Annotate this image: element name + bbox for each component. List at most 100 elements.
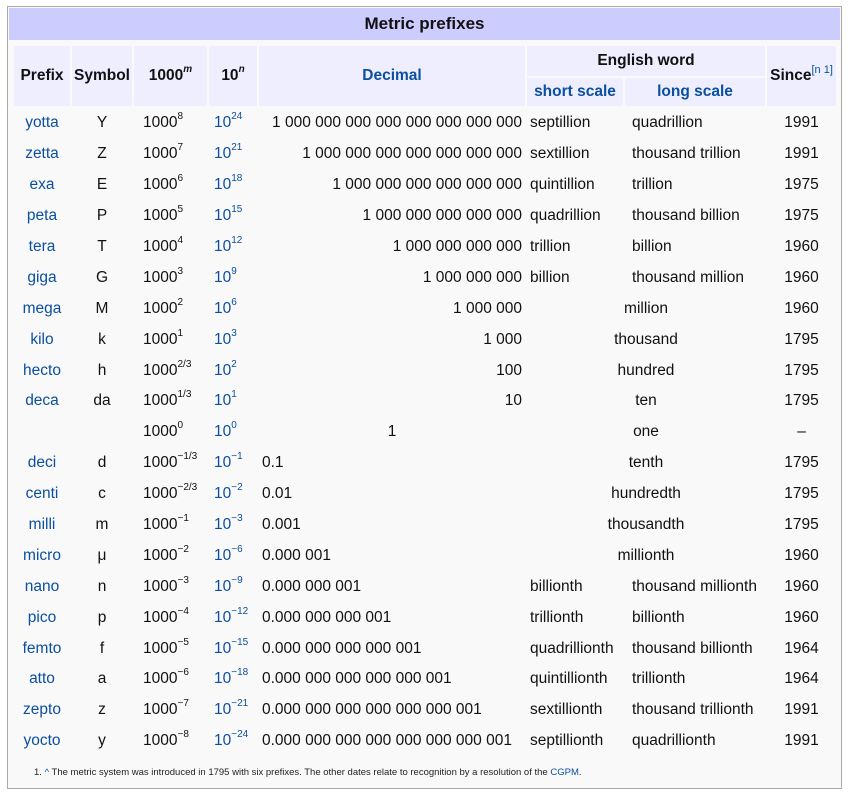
header-1000m: 1000m bbox=[132, 44, 209, 108]
cgpm-link[interactable]: CGPM bbox=[550, 767, 579, 778]
since-cell: 1991 bbox=[784, 114, 819, 132]
prefix-cell[interactable]: peta bbox=[26, 207, 58, 225]
prefix-cell[interactable]: yocto bbox=[23, 732, 61, 750]
english-word-cell: thousand bbox=[614, 330, 678, 348]
power-10-cell[interactable]: 1018 bbox=[214, 173, 243, 194]
table-row: kilo k 10001 103 1 000 thousand 1795 bbox=[13, 324, 837, 355]
since-cell: 1991 bbox=[784, 701, 819, 719]
prefix-cell[interactable]: milli bbox=[28, 516, 56, 534]
short-scale-cell: billion bbox=[530, 268, 570, 286]
prefix-cell[interactable]: tera bbox=[28, 238, 56, 255]
table-title: Metric prefixes bbox=[9, 8, 840, 40]
power-10-cell[interactable]: 10−24 bbox=[214, 729, 249, 750]
power-10-cell[interactable]: 1021 bbox=[214, 142, 243, 163]
prefix-cell[interactable]: deca bbox=[25, 392, 59, 410]
prefix-cell[interactable]: kilo bbox=[30, 330, 54, 348]
power-10-cell[interactable]: 100 bbox=[214, 420, 237, 441]
since-cell: 1975 bbox=[784, 176, 819, 194]
long-scale-cell: quadrillionth bbox=[632, 732, 716, 750]
short-scale-cell: billionth bbox=[530, 577, 583, 595]
power-1000-cell: 1000−3 bbox=[143, 574, 189, 595]
long-scale-cell: trillionth bbox=[632, 670, 686, 688]
english-word-cell: ten bbox=[635, 392, 657, 410]
power-10-cell[interactable]: 10−9 bbox=[214, 574, 243, 595]
prefix-cell[interactable]: hecto bbox=[23, 361, 61, 379]
prefix-cell[interactable]: atto bbox=[29, 670, 55, 688]
since-footnote-link[interactable]: [n 1] bbox=[811, 64, 833, 76]
table-row: femto f 1000−5 10−15 0.000 000 000 000 001 qu… bbox=[13, 633, 837, 664]
prefix-cell[interactable]: micro bbox=[23, 546, 61, 564]
prefix-cell[interactable]: mega bbox=[22, 299, 62, 317]
power-10-cell[interactable]: 1015 bbox=[214, 204, 243, 225]
prefix-cell[interactable]: yotta bbox=[25, 114, 59, 132]
header-long-scale[interactable]: long scale bbox=[623, 76, 767, 108]
since-cell: 1795 bbox=[784, 516, 819, 534]
english-word-cell: tenth bbox=[628, 454, 664, 472]
short-scale-cell: quintillionth bbox=[530, 670, 608, 688]
power-10-cell[interactable]: 10−15 bbox=[214, 636, 249, 657]
power-1000-cell: 1000−2 bbox=[143, 543, 189, 564]
power-10-cell[interactable]: 10−2 bbox=[214, 482, 243, 503]
prefix-cell[interactable]: pico bbox=[27, 608, 57, 626]
power-10-cell[interactable]: 1024 bbox=[214, 111, 243, 132]
power-10-cell[interactable]: 106 bbox=[214, 296, 237, 317]
since-cell: 1960 bbox=[784, 546, 819, 564]
symbol-cell: da bbox=[93, 392, 111, 410]
header-decimal[interactable]: Decimal bbox=[257, 44, 527, 108]
prefix-cell[interactable] bbox=[13, 417, 71, 448]
table-row: atto a 1000−6 10−18 0.000 000 000 000 000 00… bbox=[13, 664, 837, 695]
prefix-cell[interactable]: exa bbox=[29, 176, 55, 194]
header-10n: 10n bbox=[207, 44, 259, 108]
decimal-cell: 0.000 000 000 000 000 000 000 001 bbox=[262, 732, 512, 750]
prefix-cell[interactable]: femto bbox=[22, 639, 62, 657]
power-10-cell[interactable]: 103 bbox=[214, 327, 237, 348]
prefix-cell[interactable]: zepto bbox=[23, 701, 61, 719]
power-1000-cell: 1000−2/3 bbox=[143, 482, 198, 503]
symbol-cell: d bbox=[97, 454, 107, 472]
power-10-cell[interactable]: 10−18 bbox=[214, 667, 249, 688]
english-word-cell: hundred bbox=[617, 361, 675, 379]
footnote-backlink[interactable]: ^ bbox=[44, 767, 50, 778]
since-cell: 1795 bbox=[784, 361, 819, 379]
power-10-cell[interactable]: 10−6 bbox=[214, 543, 243, 564]
header-prefix: Prefix bbox=[12, 44, 72, 108]
power-10-cell[interactable]: 109 bbox=[214, 265, 237, 286]
header-short-scale[interactable]: short scale bbox=[525, 76, 625, 108]
power-1000-cell: 1000−7 bbox=[143, 698, 189, 719]
prefix-cell[interactable]: centi bbox=[25, 485, 59, 503]
power-1000-cell: 10002/3 bbox=[143, 358, 192, 379]
power-1000-cell: 1000−5 bbox=[143, 636, 189, 657]
power-10-cell[interactable]: 10−1 bbox=[214, 451, 243, 472]
symbol-cell: k bbox=[98, 330, 106, 348]
english-word-cell: million bbox=[624, 299, 668, 317]
long-scale-cell: thousand billionth bbox=[632, 639, 753, 657]
power-10-cell[interactable]: 10−3 bbox=[214, 513, 243, 534]
decimal-cell: 0.1 bbox=[262, 454, 284, 472]
symbol-cell: G bbox=[95, 268, 109, 286]
prefix-cell[interactable]: deci bbox=[27, 454, 57, 472]
table-row: tera T 10004 1012 1 000 000 000 000 trillion b… bbox=[13, 232, 837, 263]
table-row: deci d 1000−1/3 10−1 0.1 tenth 1795 bbox=[13, 448, 837, 479]
prefix-cell[interactable]: zetta bbox=[25, 145, 59, 163]
power-1000-cell: 1000−1/3 bbox=[143, 451, 198, 472]
decimal-cell: 0.000 001 bbox=[262, 546, 331, 564]
power-1000-cell: 10005 bbox=[143, 204, 184, 225]
power-10-cell[interactable]: 10−12 bbox=[214, 605, 249, 626]
decimal-cell: 1 000 000 000 000 000 000 bbox=[332, 176, 522, 194]
power-10-cell[interactable]: 101 bbox=[214, 389, 237, 410]
symbol-cell: a bbox=[97, 670, 107, 688]
power-10-cell[interactable]: 10−21 bbox=[214, 698, 249, 719]
long-scale-cell: trillion bbox=[632, 176, 673, 194]
since-cell: 1991 bbox=[784, 145, 819, 163]
prefix-cell[interactable]: giga bbox=[27, 268, 57, 286]
symbol-cell: T bbox=[97, 238, 107, 255]
symbol-cell: E bbox=[96, 176, 108, 194]
prefix-cell[interactable]: nano bbox=[24, 577, 60, 595]
decimal-cell: 10 bbox=[504, 392, 522, 410]
english-word-cell: thousandth bbox=[607, 516, 685, 534]
power-10-cell[interactable]: 102 bbox=[214, 358, 237, 379]
power-10-cell[interactable]: 1012 bbox=[214, 235, 243, 255]
long-scale-cell: billion bbox=[632, 238, 672, 255]
since-cell: 1991 bbox=[784, 732, 819, 750]
symbol-cell: h bbox=[97, 361, 107, 379]
